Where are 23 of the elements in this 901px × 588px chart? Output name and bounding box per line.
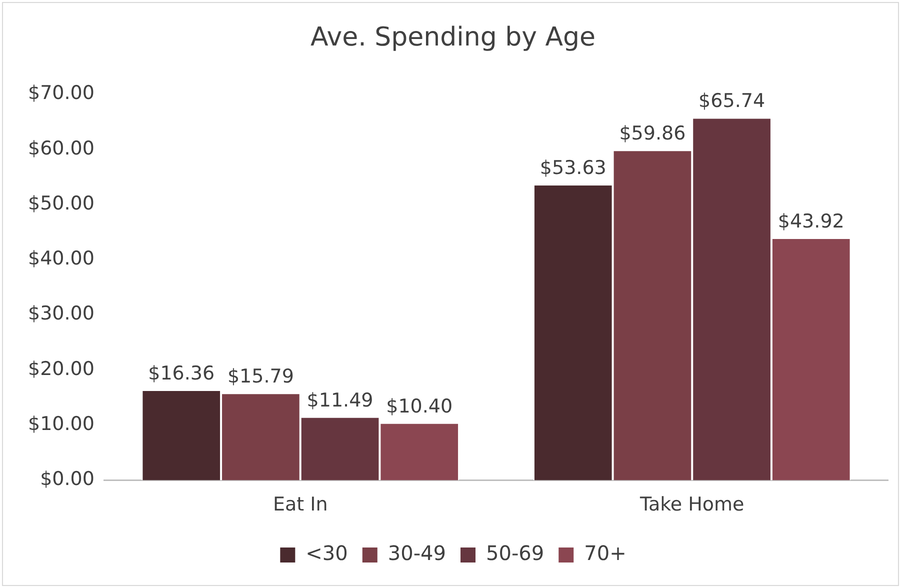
- x-tick-label: Eat In: [272, 494, 328, 516]
- data-label: $53.63: [540, 156, 606, 179]
- y-tick-label: $20.00: [28, 358, 94, 380]
- data-label: $11.49: [306, 389, 374, 412]
- y-tick-label: $50.00: [28, 192, 94, 214]
- data-label: $16.36: [148, 362, 215, 384]
- data-label: $65.74: [698, 90, 766, 112]
- data-label: $43.92: [778, 210, 844, 232]
- data-label: $10.40: [386, 395, 453, 418]
- x-tick-label: Take Home: [638, 494, 744, 516]
- y-tick-label: $70.00: [28, 82, 94, 104]
- data-label: $15.79: [227, 366, 294, 388]
- data-label: $59.86: [619, 122, 686, 145]
- legend-label: <30: [306, 541, 348, 566]
- legend-label: 30-49: [388, 541, 446, 566]
- y-tick-label: $30.00: [28, 302, 94, 325]
- chart-title: Ave. Spending by Age: [310, 22, 596, 52]
- y-tick-label: $40.00: [28, 248, 94, 270]
- y-tick-label: $60.00: [28, 137, 94, 160]
- legend-label: 70+: [584, 541, 626, 566]
- legend-label: 50-69: [486, 541, 544, 566]
- y-tick-label: $0.00: [40, 468, 94, 490]
- y-tick-label: $10.00: [28, 412, 94, 435]
